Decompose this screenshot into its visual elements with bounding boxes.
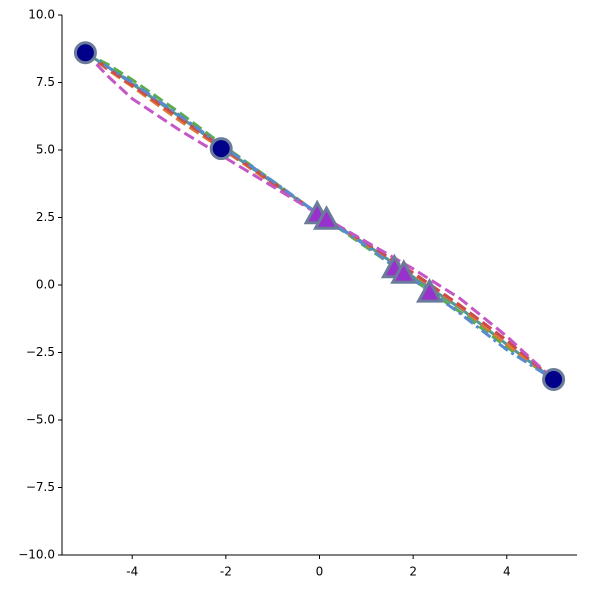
x-tick-label: 0 <box>316 565 324 579</box>
y-tick-label: −7.5 <box>26 480 55 494</box>
series-line <box>84 51 555 381</box>
y-tick-label: −5.0 <box>26 413 55 427</box>
point <box>415 277 444 303</box>
point <box>542 368 566 391</box>
x-tick-label: -2 <box>220 565 232 579</box>
series-line <box>84 51 555 381</box>
y-tick-label: 7.5 <box>36 75 55 89</box>
point <box>73 41 97 65</box>
point <box>390 259 418 284</box>
y-tick-label: 2.5 <box>36 210 55 224</box>
x-tick-label: 2 <box>409 565 417 579</box>
point <box>209 137 233 161</box>
y-tick-label: −10.0 <box>18 548 55 562</box>
series-line <box>84 51 555 381</box>
x-tick-label: -4 <box>126 565 138 579</box>
y-tick-label: 10.0 <box>28 8 55 22</box>
point <box>312 205 341 230</box>
y-tick-label: 5.0 <box>36 143 55 157</box>
x-tick-label: 4 <box>503 565 511 579</box>
y-tick-label: 0.0 <box>36 278 55 292</box>
y-tick-label: −2.5 <box>26 345 55 359</box>
